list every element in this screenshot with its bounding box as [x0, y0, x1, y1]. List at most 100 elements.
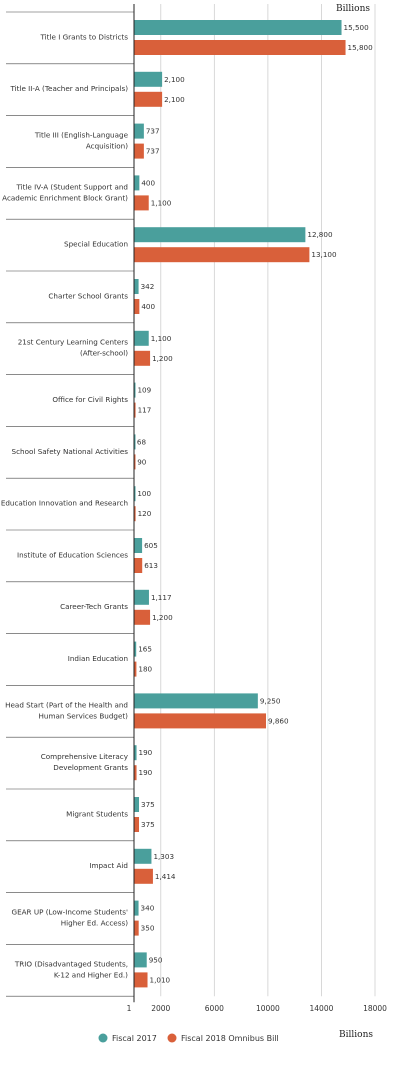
value-label: 180: [138, 665, 152, 674]
value-label: 375: [141, 800, 155, 809]
value-label: 165: [138, 645, 152, 654]
category-label: Acquisition): [86, 142, 128, 151]
legend-swatch: [98, 1033, 108, 1043]
category-label: Head Start (Part of the Health and: [5, 700, 128, 709]
value-label: 350: [141, 924, 155, 933]
value-label: 12,800: [307, 230, 333, 239]
bar-fiscal-2018: [134, 454, 136, 470]
category-label: Comprehensive Literacy: [41, 752, 129, 761]
value-label: 15,500: [344, 23, 370, 32]
category-label: Title III (English-Language: [34, 131, 129, 140]
x-tick-label: 14000: [310, 1004, 334, 1013]
bar-fiscal-2017: [134, 952, 147, 968]
bar-fiscal-2017: [134, 175, 140, 191]
x-tick-label: 2000: [151, 1004, 170, 1013]
value-label: 1,117: [151, 593, 172, 602]
category-label: GEAR UP (Low-Income Students': [12, 908, 129, 917]
bar-fiscal-2018: [134, 40, 346, 55]
bar-fiscal-2018: [134, 713, 267, 729]
category-label: Title II-A (Teacher and Principals): [9, 84, 128, 93]
bar-fiscal-2017: [134, 486, 136, 502]
category-label: Development Grants: [53, 763, 128, 772]
bar-fiscal-2018: [134, 402, 136, 418]
legend: Fiscal 2017 Fiscal 2018 Omnibus Bill: [98, 1033, 279, 1043]
x-tick-label: 10000: [256, 1004, 280, 1013]
value-label: 342: [141, 282, 155, 291]
value-label: 90: [137, 457, 147, 466]
unit-label-top: Billions: [336, 4, 370, 14]
value-label: 109: [137, 386, 151, 395]
value-label: 950: [149, 955, 163, 964]
category-label: Title I Grants to Districts: [40, 32, 129, 41]
value-label: 605: [144, 541, 158, 550]
bar-fiscal-2018: [134, 143, 144, 159]
category-label: Human Services Budget): [39, 711, 129, 720]
category-label: Charter School Grants: [48, 291, 128, 300]
category-label: K-12 and Higher Ed.): [54, 970, 128, 979]
bar-fiscal-2018: [134, 817, 140, 832]
bar-fiscal-2017: [134, 434, 136, 450]
bar-fiscal-2017: [134, 900, 139, 916]
category-label: Office for Civil Rights: [52, 395, 128, 404]
gridlines: [160, 4, 376, 997]
value-label: 68: [137, 437, 147, 446]
value-label: 1,200: [152, 613, 173, 622]
value-label: 1,200: [152, 354, 173, 363]
category-label: Special Education: [64, 240, 128, 249]
bar-fiscal-2018: [134, 609, 151, 625]
category-label: (After-school): [80, 349, 128, 358]
bar-fiscal-2017: [134, 589, 149, 605]
value-label: 190: [139, 768, 153, 777]
value-label: 9,860: [268, 716, 289, 725]
value-label: 13,100: [311, 250, 337, 259]
legend-label: Fiscal 2017: [112, 1034, 157, 1043]
value-label: 1,414: [155, 872, 176, 881]
category-rows: Title I Grants to Districts Title II-A (T…: [1, 11, 134, 997]
bar-fiscal-2018: [134, 920, 139, 936]
value-label: 400: [141, 302, 155, 311]
value-label: 400: [141, 178, 155, 187]
bar-fiscal-2018: [134, 558, 143, 573]
category-label: Title IV-A (Student Support and: [15, 182, 128, 191]
bars: 15,500 2,100 737 400 12,800 342 1,100 109 68 100 6…: [134, 20, 374, 988]
value-label: 1,010: [150, 975, 171, 984]
value-label: 613: [144, 561, 158, 570]
bar-fiscal-2017: [134, 382, 136, 398]
x-tick-label: 6000: [205, 1004, 224, 1013]
category-label: TRIO (Disadvantaged Students,: [14, 959, 128, 968]
x-tick-label: 1: [127, 1004, 132, 1013]
bar-fiscal-2017: [134, 848, 152, 864]
bar-fiscal-2018: [134, 350, 151, 366]
value-label: 15,800: [348, 43, 374, 52]
category-label: Career-Tech Grants: [60, 602, 128, 611]
bar-fiscal-2017: [134, 20, 342, 35]
value-label: 1,303: [153, 852, 174, 861]
category-label: Indian Education: [68, 654, 128, 663]
bar-fiscal-2017: [134, 641, 137, 657]
bar-fiscal-2017: [134, 227, 306, 243]
value-label: 340: [141, 904, 155, 913]
legend-label: Fiscal 2018 Omnibus Bill: [181, 1034, 279, 1043]
value-label: 2,100: [164, 75, 185, 84]
category-label: Migrant Students: [66, 809, 128, 818]
value-label: 100: [137, 489, 151, 498]
bar-fiscal-2017: [134, 123, 144, 139]
category-label: Education Innovation and Research: [1, 499, 128, 508]
legend-swatch: [167, 1033, 177, 1043]
category-label: Academic Enrichment Block Grant): [2, 193, 128, 202]
bar-fiscal-2018: [134, 868, 153, 884]
value-label: 1,100: [151, 198, 172, 207]
value-label: 190: [139, 748, 153, 757]
bar-fiscal-2018: [134, 972, 148, 988]
value-label: 375: [141, 820, 155, 829]
bar-fiscal-2017: [134, 745, 137, 761]
value-label: 1,100: [151, 334, 172, 343]
category-label: Institute of Education Sciences: [17, 550, 128, 559]
bar-fiscal-2017: [134, 693, 258, 709]
bar-fiscal-2018: [134, 299, 140, 314]
category-label: Higher Ed. Access): [61, 919, 128, 928]
x-tick-label: 18000: [363, 1004, 387, 1013]
value-label: 737: [146, 127, 160, 136]
bar-fiscal-2017: [134, 330, 149, 346]
